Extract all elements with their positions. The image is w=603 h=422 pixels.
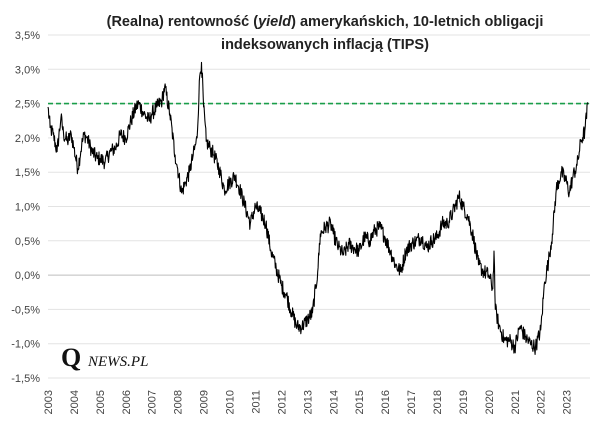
y-tick-label: 2,5% bbox=[15, 99, 40, 111]
grid bbox=[48, 34, 590, 379]
x-tick-label: 2003 bbox=[43, 390, 55, 414]
x-tick-label: 2004 bbox=[69, 390, 81, 414]
x-tick-label: 2016 bbox=[380, 390, 392, 414]
x-tick-label: 2005 bbox=[95, 390, 107, 414]
x-tick-label: 2007 bbox=[147, 390, 159, 414]
x-tick-label: 2011 bbox=[250, 390, 262, 414]
series-layer bbox=[47, 61, 589, 355]
x-tick-label: 2017 bbox=[406, 390, 418, 414]
x-tick-label: 2015 bbox=[354, 390, 366, 414]
y-tick-label: 1,5% bbox=[15, 167, 40, 179]
y-axis: 3,5% 3,0% 2,5% 2,0% 1,5% 1,0% 0,5% 0,0% -0,5% -1,… bbox=[11, 30, 40, 385]
y-tick-label: 0,0% bbox=[15, 270, 40, 282]
y-tick-label: 3,0% bbox=[15, 64, 40, 76]
x-tick-label: 2014 bbox=[328, 390, 340, 414]
y-tick-label: -1,0% bbox=[11, 339, 40, 351]
x-tick-label: 2018 bbox=[432, 390, 444, 414]
x-tick-label: 2021 bbox=[510, 390, 522, 414]
x-tick-label: 2006 bbox=[121, 390, 133, 414]
y-tick-label: 3,5% bbox=[15, 30, 40, 42]
y-tick-label: -1,5% bbox=[11, 373, 40, 385]
chart-title-line1: (Realna) rentowność (yield) amerykańskic… bbox=[106, 14, 544, 30]
qnews-logo: Q NEWS.PL bbox=[54, 343, 158, 375]
x-tick-label: 2010 bbox=[225, 390, 237, 414]
y-tick-label: 2,0% bbox=[15, 133, 40, 145]
y-tick-label: -0,5% bbox=[11, 304, 40, 316]
x-tick-label: 2020 bbox=[484, 390, 496, 414]
x-tick-label: 2022 bbox=[536, 390, 548, 414]
series-line-0 bbox=[47, 61, 589, 355]
x-tick-label: 2023 bbox=[562, 390, 574, 414]
x-tick-label: 2013 bbox=[302, 390, 314, 414]
chart-title-line2: indeksowanych inflacją (TIPS) bbox=[221, 37, 429, 53]
x-tick-label: 2009 bbox=[199, 390, 211, 414]
x-tick-label: 2008 bbox=[173, 390, 185, 414]
y-tick-label: 1,0% bbox=[15, 202, 40, 214]
x-axis: 2003 2004 2005 2006 2007 2008 2009 2010 2011 2012… bbox=[43, 390, 574, 414]
x-tick-label: 2019 bbox=[458, 390, 470, 414]
x-tick-label: 2012 bbox=[276, 390, 288, 414]
y-tick-label: 0,5% bbox=[15, 236, 40, 248]
